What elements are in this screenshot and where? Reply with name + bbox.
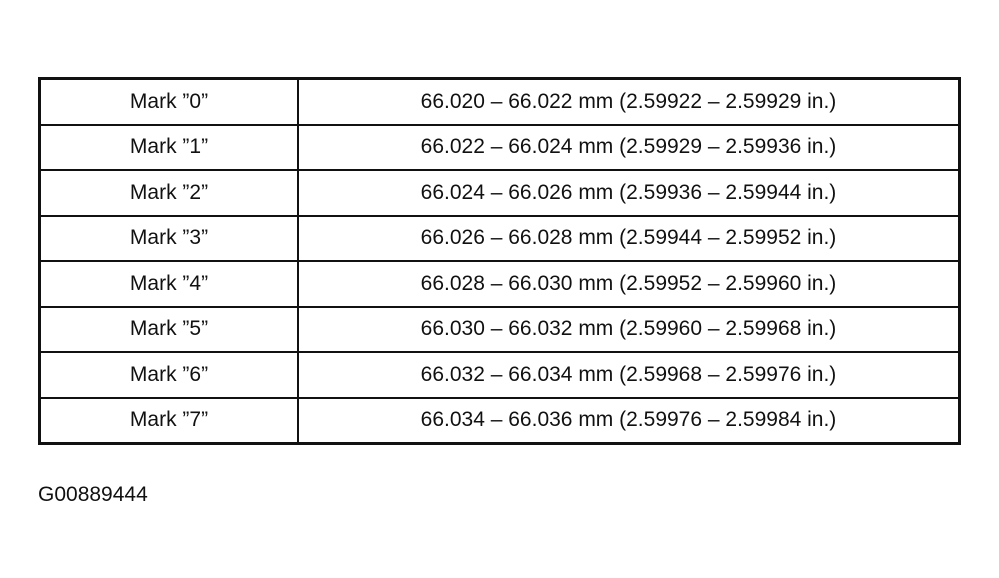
- table-row: Mark ”5” 66.030 – 66.032 mm (2.59960 – 2.…: [38, 305, 961, 353]
- table-row: Mark ”7” 66.034 – 66.036 mm (2.59976 – 2.…: [38, 396, 961, 445]
- mark-cell: Mark ”7”: [38, 396, 299, 445]
- mark-cell: Mark ”0”: [38, 77, 299, 126]
- table-row: Mark ”6” 66.032 – 66.034 mm (2.59968 – 2.…: [38, 351, 961, 399]
- range-cell: 66.020 – 66.022 mm (2.59922 – 2.59929 in…: [297, 77, 961, 126]
- range-cell: 66.030 – 66.032 mm (2.59960 – 2.59968 in…: [297, 305, 961, 353]
- table-row: Mark ”3” 66.026 – 66.028 mm (2.59944 – 2.…: [38, 214, 961, 262]
- mark-cell: Mark ”3”: [38, 214, 299, 262]
- range-cell: 66.032 – 66.034 mm (2.59968 – 2.59976 in…: [297, 351, 961, 399]
- range-cell: 66.028 – 66.030 mm (2.59952 – 2.59960 in…: [297, 260, 961, 308]
- range-cell: 66.024 – 66.026 mm (2.59936 – 2.59944 in…: [297, 169, 961, 217]
- table-row: Mark ”4” 66.028 – 66.030 mm (2.59952 – 2.…: [38, 260, 961, 308]
- table-row: Mark ”2” 66.024 – 66.026 mm (2.59936 – 2.…: [38, 169, 961, 217]
- table-row: Mark ”1” 66.022 – 66.024 mm (2.59929 – 2.…: [38, 123, 961, 171]
- mark-cell: Mark ”1”: [38, 123, 299, 171]
- mark-size-table: Mark ”0” 66.020 – 66.022 mm (2.59922 – 2.…: [38, 77, 961, 445]
- figure-id-caption: G00889444: [38, 483, 148, 506]
- range-cell: 66.034 – 66.036 mm (2.59976 – 2.59984 in…: [297, 396, 961, 445]
- range-cell: 66.022 – 66.024 mm (2.59929 – 2.59936 in…: [297, 123, 961, 171]
- range-cell: 66.026 – 66.028 mm (2.59944 – 2.59952 in…: [297, 214, 961, 262]
- table-row: Mark ”0” 66.020 – 66.022 mm (2.59922 – 2.…: [38, 77, 961, 126]
- mark-cell: Mark ”5”: [38, 305, 299, 353]
- mark-cell: Mark ”2”: [38, 169, 299, 217]
- mark-cell: Mark ”6”: [38, 351, 299, 399]
- mark-cell: Mark ”4”: [38, 260, 299, 308]
